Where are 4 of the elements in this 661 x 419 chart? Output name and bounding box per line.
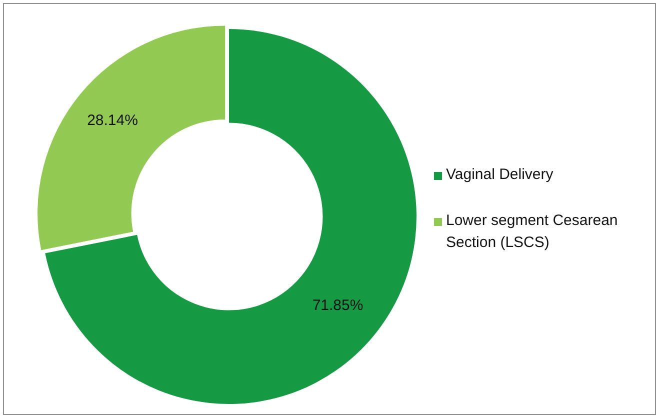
data-label: 71.85%	[312, 296, 364, 314]
data-label: 28.14%	[87, 112, 138, 130]
legend-label: Lower segment Cesarean Section (LSCS)	[446, 211, 619, 253]
legend-label: Vaginal Delivery	[446, 165, 554, 185]
